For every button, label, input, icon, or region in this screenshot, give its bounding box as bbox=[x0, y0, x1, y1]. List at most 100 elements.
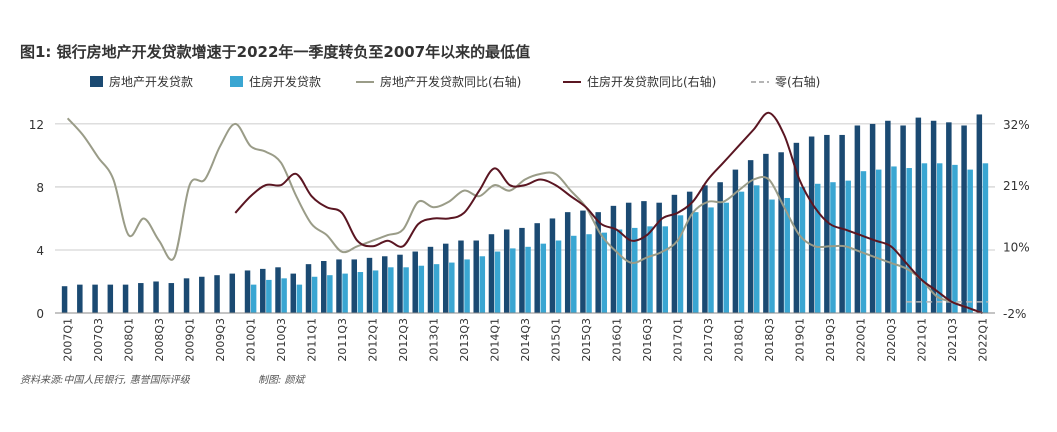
x-tick-label: 2013Q3 bbox=[458, 318, 471, 362]
bar-real-estate-loan bbox=[275, 267, 281, 313]
grid bbox=[55, 123, 995, 251]
x-tick-label: 2017Q3 bbox=[702, 318, 715, 362]
bar-real-estate-loan bbox=[153, 281, 159, 313]
bar-housing-loan bbox=[632, 227, 638, 313]
x-tick-label: 2016Q3 bbox=[641, 318, 654, 362]
bar-housing-loan bbox=[906, 168, 912, 313]
x-tick-label: 2008Q1 bbox=[123, 318, 136, 362]
y-left-tick-label: 4 bbox=[36, 244, 44, 258]
x-tick-label: 2021Q3 bbox=[946, 318, 959, 362]
bar-real-estate-loan bbox=[351, 259, 357, 313]
bar-real-estate-loan bbox=[869, 123, 876, 313]
bar-real-estate-loan bbox=[473, 240, 479, 313]
bar-real-estate-loan bbox=[930, 120, 937, 314]
bar-housing-loan bbox=[860, 171, 867, 313]
bar-housing-loan bbox=[311, 276, 318, 313]
y-left-tick-label: 12 bbox=[29, 118, 44, 132]
x-tick-label: 2013Q1 bbox=[428, 318, 441, 362]
axes: 0 4 8 12 -2% 10% 21% 32% 2007Q1 2007Q3 2008Q1 2008Q… bbox=[29, 118, 1030, 362]
bar-real-estate-loan bbox=[168, 283, 175, 313]
bar-real-estate-loan bbox=[199, 276, 205, 313]
bar-real-estate-loan bbox=[397, 254, 403, 313]
bar-real-estate-loan bbox=[260, 268, 266, 313]
x-tick-label: 2016Q1 bbox=[610, 318, 623, 362]
bar-housing-loan bbox=[738, 191, 745, 313]
bar-housing-loan bbox=[266, 279, 272, 313]
x-tick-label: 2009Q1 bbox=[184, 318, 197, 362]
bar-housing-loan bbox=[753, 185, 760, 313]
bar-real-estate-loan bbox=[122, 284, 129, 313]
bar-real-estate-loan bbox=[702, 185, 708, 313]
bar-real-estate-loan bbox=[183, 278, 190, 313]
bar-real-estate-loan bbox=[976, 114, 983, 313]
x-tick-label: 2007Q1 bbox=[62, 318, 75, 362]
x-tick-label: 2014Q1 bbox=[489, 318, 502, 362]
bar-housing-loan bbox=[799, 186, 806, 313]
bar-real-estate-loan bbox=[519, 227, 525, 313]
bar-real-estate-loan bbox=[900, 125, 906, 313]
bar-real-estate-loan bbox=[610, 205, 617, 313]
legend-label: 住房开发贷款 bbox=[249, 74, 321, 89]
bar-real-estate-loan bbox=[915, 117, 922, 313]
bar-real-estate-loan bbox=[503, 229, 510, 313]
bar-real-estate-loan bbox=[458, 240, 464, 313]
bar-real-estate-loan bbox=[717, 182, 723, 313]
bar-real-estate-loan bbox=[686, 191, 693, 313]
y-left-tick-label: 0 bbox=[36, 307, 44, 321]
x-tick-label: 2018Q1 bbox=[732, 318, 745, 362]
y-right-tick-label: 32% bbox=[1003, 118, 1030, 132]
bar-real-estate-loan bbox=[138, 283, 144, 313]
bar-housing-loan bbox=[327, 275, 333, 313]
x-tick-label: 2012Q3 bbox=[397, 318, 410, 362]
bar-housing-loan bbox=[647, 226, 653, 313]
bar-real-estate-loan bbox=[732, 169, 739, 313]
bar-housing-loan bbox=[601, 232, 608, 313]
x-tick-label: 2019Q1 bbox=[793, 318, 806, 362]
x-tick-label: 2015Q1 bbox=[549, 318, 562, 362]
bar-real-estate-loan bbox=[641, 201, 647, 313]
bar-housing-loan bbox=[372, 270, 379, 313]
bar-housing-loan bbox=[586, 234, 592, 313]
bar-real-estate-loan bbox=[564, 212, 571, 313]
bar-real-estate-loan bbox=[336, 259, 342, 313]
line-housing-yoy bbox=[234, 111, 983, 314]
bar-real-estate-loan bbox=[793, 142, 800, 313]
bar-real-estate-loan bbox=[214, 275, 220, 313]
x-tick-label: 2009Q3 bbox=[214, 318, 227, 362]
author-note: 制图: 颜斌 bbox=[258, 374, 307, 386]
bar-real-estate-loan bbox=[321, 261, 327, 313]
bar-real-estate-loan bbox=[671, 194, 678, 313]
bar-real-estate-loan bbox=[824, 134, 830, 313]
x-tick-label: 2021Q1 bbox=[915, 318, 928, 362]
bar-housing-loan bbox=[449, 262, 455, 313]
bar-housing-loan bbox=[616, 229, 623, 313]
bar-housing-loan bbox=[967, 169, 973, 313]
bar-housing-loan bbox=[342, 273, 348, 313]
bar-housing-loan bbox=[281, 278, 287, 313]
y-right-tick-label: -2% bbox=[1003, 307, 1026, 321]
bar-real-estate-loan bbox=[244, 270, 251, 313]
legend-swatch bbox=[90, 76, 103, 87]
bar-housing-loan bbox=[494, 251, 501, 313]
bar-housing-loan bbox=[784, 197, 790, 313]
bar-housing-loan bbox=[510, 248, 516, 313]
x-tick-label: 2010Q1 bbox=[245, 318, 258, 362]
bar-housing-loan bbox=[891, 166, 897, 313]
bar-housing-loan bbox=[952, 164, 958, 313]
bar-housing-loan bbox=[982, 163, 989, 313]
bar-housing-loan bbox=[357, 272, 364, 313]
x-tick-label: 2020Q3 bbox=[885, 318, 898, 362]
bar-real-estate-loan bbox=[427, 246, 434, 313]
bar-real-estate-loan bbox=[763, 153, 769, 313]
y-right-tick-label: 10% bbox=[1003, 240, 1030, 254]
bar-housing-loan bbox=[403, 267, 409, 313]
bar-real-estate-loan bbox=[778, 152, 784, 313]
x-tick-label: 2014Q3 bbox=[519, 318, 532, 362]
bar-housing-loan bbox=[388, 267, 394, 313]
bar-real-estate-loan bbox=[839, 134, 845, 313]
bar-real-estate-loan bbox=[229, 273, 236, 313]
x-tick-label: 2018Q3 bbox=[763, 318, 776, 362]
bar-real-estate-loan bbox=[488, 234, 495, 313]
lines bbox=[66, 111, 989, 314]
bar-real-estate-loan bbox=[412, 251, 418, 313]
